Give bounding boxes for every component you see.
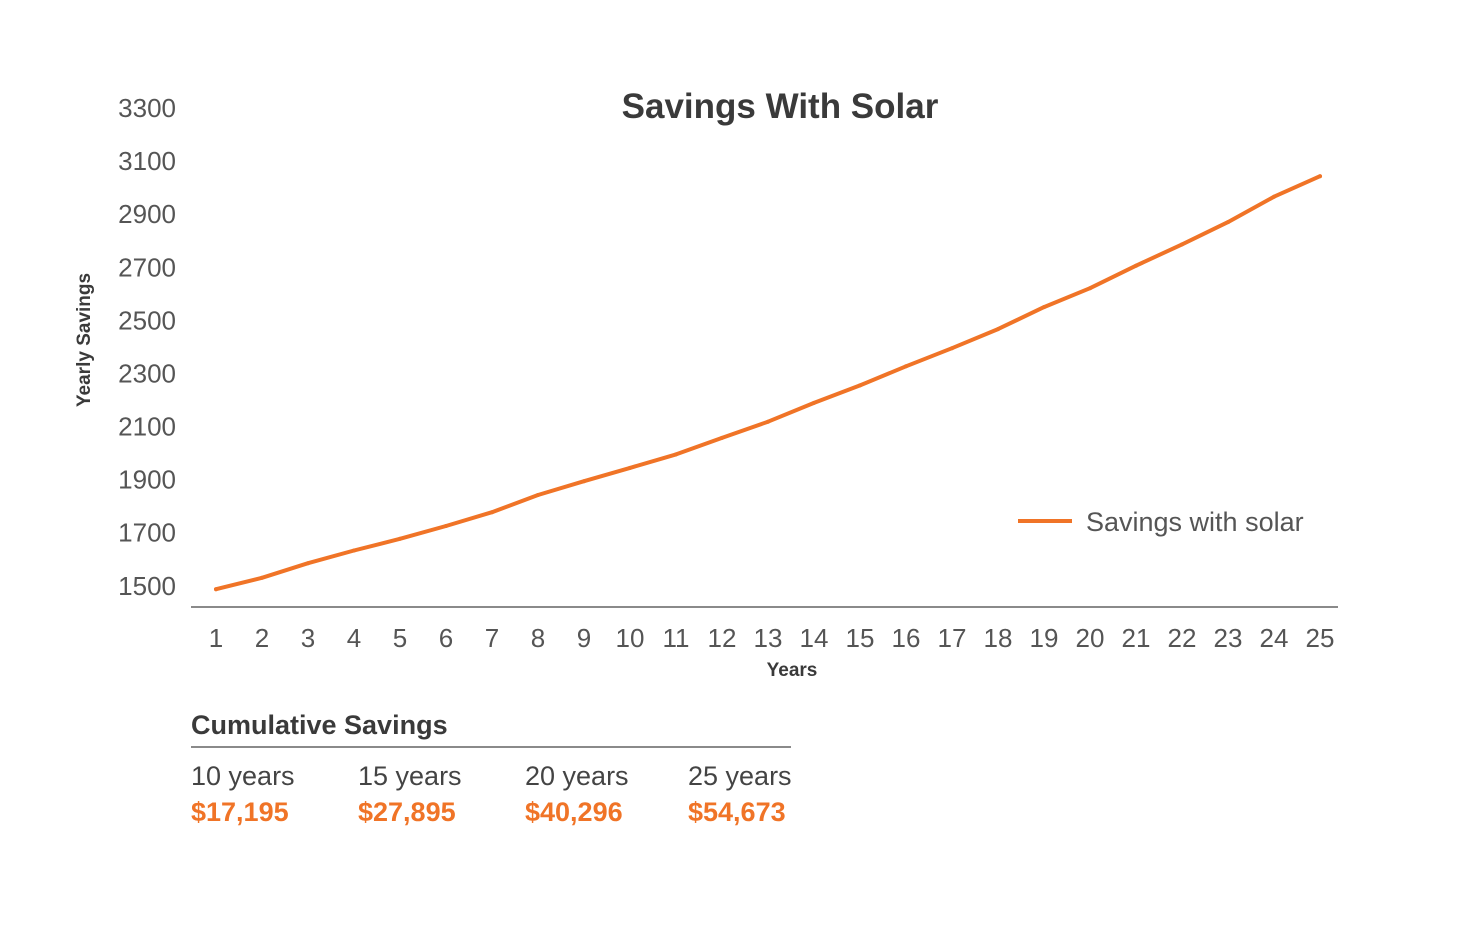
cumulative-savings-panel: Cumulative Savings 10 years $17,195 15 y… [191, 708, 811, 848]
data-point [536, 493, 540, 497]
cumulative-savings-items: 10 years $17,195 15 years $27,895 20 yea… [191, 758, 811, 848]
y-tick-label: 3300 [118, 93, 176, 123]
x-tick-label: 15 [846, 623, 875, 653]
summary-item-10-years: 10 years $17,195 [191, 758, 295, 830]
x-tick-label: 6 [439, 623, 453, 653]
data-point [1180, 242, 1184, 247]
y-tick-label: 2900 [118, 199, 176, 229]
data-point [260, 575, 264, 580]
x-tick-label: 25 [1306, 623, 1335, 653]
x-tick-label: 7 [485, 623, 499, 653]
x-tick-label: 22 [1168, 623, 1197, 653]
data-point [490, 510, 494, 515]
x-tick-label: 20 [1076, 623, 1105, 653]
y-tick-label: 1500 [118, 571, 176, 601]
x-tick-label: 11 [663, 623, 690, 653]
y-tick-label: 2300 [118, 358, 176, 388]
x-tick-label: 21 [1122, 623, 1151, 653]
data-point [858, 383, 862, 388]
summary-item-15-years: 15 years $27,895 [358, 758, 462, 830]
x-tick-label: 24 [1260, 623, 1289, 653]
cumulative-savings-title: Cumulative Savings [191, 708, 791, 748]
series-layer [214, 174, 1322, 592]
data-point [306, 561, 310, 566]
y-tick-label: 2500 [118, 305, 176, 335]
x-tick-label: 4 [347, 623, 361, 653]
data-point [674, 452, 678, 457]
y-tick-label: 1900 [118, 465, 176, 495]
summary-amount: $54,673 [688, 797, 786, 827]
chart-title: Savings With Solar [622, 87, 939, 126]
x-tick-label: 8 [531, 623, 545, 653]
summary-period: 10 years [191, 761, 295, 791]
legend: Savings with solar [1018, 507, 1304, 537]
summary-amount: $40,296 [525, 797, 623, 827]
summary-period: 25 years [688, 761, 792, 791]
y-tick-label: 2100 [118, 412, 176, 442]
data-point [444, 524, 448, 528]
data-point [628, 465, 632, 470]
data-point [1088, 286, 1092, 291]
data-point [812, 400, 816, 405]
summary-amount: $27,895 [358, 797, 456, 827]
data-point [1134, 263, 1138, 268]
x-tick-label: 18 [984, 623, 1013, 653]
legend-label: Savings with solar [1086, 507, 1304, 537]
x-tick-label: 9 [577, 623, 591, 653]
x-tick-labels: 1 2 3 4 5 6 7 8 9 10 11 12 13 14 15 16 17 18 19 20 21 22 23 24 2… [209, 623, 1335, 653]
data-point [766, 419, 770, 424]
data-point [582, 479, 586, 484]
summary-period: 15 years [358, 761, 462, 791]
y-tick-label: 2700 [118, 252, 176, 282]
data-point [1042, 305, 1046, 310]
data-point [214, 587, 218, 592]
x-tick-label: 17 [938, 623, 967, 653]
x-tick-label: 12 [708, 623, 737, 653]
x-tick-label: 13 [754, 623, 783, 653]
x-tick-label: 16 [892, 623, 921, 653]
x-axis-title: Years [767, 660, 818, 681]
data-point [1272, 194, 1276, 199]
savings-chart: Savings With Solar Yearly Savings Years … [74, 87, 1338, 681]
data-point [904, 364, 908, 369]
data-point [950, 346, 954, 351]
summary-period: 20 years [525, 761, 629, 791]
x-tick-label: 14 [800, 623, 829, 653]
x-tick-label: 1 [209, 623, 223, 653]
x-tick-label: 2 [255, 623, 269, 653]
x-tick-label: 19 [1030, 623, 1059, 653]
data-point [720, 435, 724, 440]
data-point [996, 327, 1000, 332]
y-axis-title: Yearly Savings [74, 273, 95, 407]
x-tick-label: 23 [1214, 623, 1243, 653]
x-tick-label: 3 [301, 623, 315, 653]
data-point [352, 548, 356, 553]
y-tick-labels: 1500 1700 1900 2100 2300 2500 2700 2900 3100 3300 [118, 93, 176, 601]
x-tick-label: 5 [393, 623, 407, 653]
y-tick-label: 1700 [118, 518, 176, 548]
summary-amount: $17,195 [191, 797, 289, 827]
summary-item-20-years: 20 years $40,296 [525, 758, 629, 830]
summary-item-25-years: 25 years $54,673 [688, 758, 792, 830]
data-point [1318, 174, 1322, 179]
y-tick-label: 3100 [118, 146, 176, 176]
x-tick-label: 10 [616, 623, 645, 653]
data-point [1226, 220, 1230, 225]
data-point [398, 536, 402, 541]
